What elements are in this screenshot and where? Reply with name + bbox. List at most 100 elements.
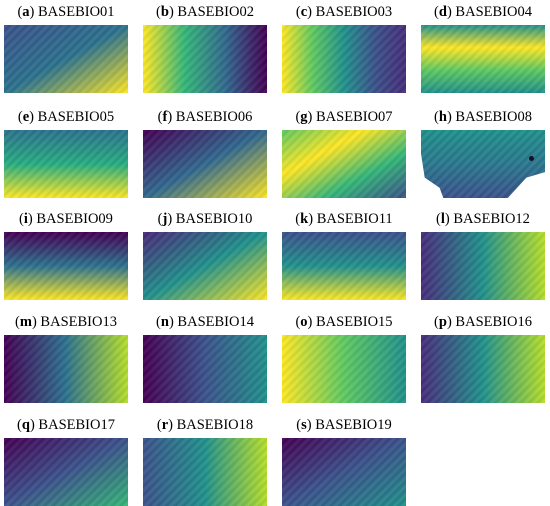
panel-caption: (i) BASEBIO09	[4, 210, 128, 228]
panel-variable-name: BASEBIO07	[316, 109, 393, 125]
panel-variable-name: BASEBIO04	[455, 4, 532, 20]
panel-letter-text: c	[300, 4, 308, 20]
panel-letter-text: e	[22, 109, 30, 125]
map-panel: (l) BASEBIO12	[421, 210, 545, 300]
panel-letter: (e)	[17, 109, 38, 125]
map-panel: (f) BASEBIO06	[143, 108, 267, 198]
raster-map-image	[4, 438, 128, 506]
panel-letter-text: k	[300, 211, 309, 227]
map-panel: (n) BASEBIO14	[143, 313, 267, 403]
raster-map-image	[282, 130, 406, 198]
panel-letter: (n)	[156, 314, 178, 330]
map-panel: (a) BASEBIO01	[4, 3, 128, 93]
panel-letter: (k)	[295, 211, 317, 227]
map-panel: (s) BASEBIO19	[282, 416, 406, 506]
panel-letter-text: q	[21, 417, 30, 433]
panel-caption: (l) BASEBIO12	[421, 210, 545, 228]
panel-caption: (j) BASEBIO10	[143, 210, 267, 228]
map-panel: (o) BASEBIO15	[282, 313, 406, 403]
panel-letter: (b)	[156, 4, 178, 20]
panel-caption: (c) BASEBIO03	[282, 3, 406, 21]
panel-variable-name: BASEBIO16	[455, 314, 532, 330]
panel-variable-name: BASEBIO15	[316, 314, 393, 330]
map-panel: (c) BASEBIO03	[282, 3, 406, 93]
raster-map-image	[4, 335, 128, 403]
raster-map-image	[4, 130, 128, 198]
map-panel: (q) BASEBIO17	[4, 416, 128, 506]
panel-letter: (q)	[17, 417, 39, 433]
panel-letter: (f)	[157, 109, 176, 125]
panel-caption: (b) BASEBIO02	[143, 3, 267, 21]
panel-caption: (h) BASEBIO08	[421, 108, 545, 126]
panel-letter-text: b	[160, 4, 169, 20]
panel-letter-text: m	[19, 314, 32, 330]
panel-letter-text: p	[438, 314, 447, 330]
panel-variable-name: BASEBIO03	[315, 4, 393, 20]
panel-variable-name: BASEBIO02	[177, 4, 254, 20]
map-panel: (j) BASEBIO10	[143, 210, 267, 300]
map-panel: (r) BASEBIO18	[143, 416, 267, 506]
panel-caption: (d) BASEBIO04	[421, 3, 545, 21]
raster-map-image	[282, 438, 406, 506]
panel-variable-name: BASEBIO14	[177, 314, 254, 330]
panel-caption: (o) BASEBIO15	[282, 313, 406, 331]
panel-letter: (s)	[296, 417, 316, 433]
raster-map-image	[4, 25, 128, 93]
map-panel: (e) BASEBIO05	[4, 108, 128, 198]
panel-letter: (i)	[19, 211, 37, 227]
panel-letter-text: j	[162, 211, 168, 227]
panel-caption: (p) BASEBIO16	[421, 313, 545, 331]
panel-letter: (o)	[295, 314, 316, 330]
panel-letter-text: i	[23, 211, 28, 227]
panel-caption: (g) BASEBIO07	[282, 108, 406, 126]
panel-letter-text: s	[301, 417, 307, 433]
panel-letter-text: h	[438, 109, 447, 125]
panel-letter: (p)	[434, 314, 456, 330]
panel-variable-name: BASEBIO18	[176, 417, 254, 433]
map-panel: (d) BASEBIO04	[421, 3, 545, 93]
raster-map-image	[4, 232, 128, 300]
raster-map-image	[421, 25, 545, 93]
panel-letter: (m)	[15, 314, 41, 330]
panel-caption: (s) BASEBIO19	[282, 416, 406, 434]
map-panel: (k) BASEBIO11	[282, 210, 406, 300]
raster-map-image	[143, 335, 267, 403]
panel-letter: (r)	[156, 417, 177, 433]
map-panel: (p) BASEBIO16	[421, 313, 545, 403]
panel-letter: (j)	[157, 211, 176, 227]
raster-map-image	[421, 232, 545, 300]
panel-letter-text: l	[440, 211, 445, 227]
panel-caption: (q) BASEBIO17	[4, 416, 128, 434]
map-panel: (b) BASEBIO02	[143, 3, 267, 93]
panel-letter-text: a	[22, 4, 30, 20]
map-point-marker	[529, 156, 534, 161]
panel-variable-name: BASEBIO11	[316, 211, 393, 227]
raster-map-image	[143, 130, 267, 198]
panel-variable-name: BASEBIO05	[37, 109, 115, 125]
panel-letter: (c)	[295, 4, 316, 20]
raster-map-image	[143, 25, 267, 93]
panel-variable-name: BASEBIO10	[175, 211, 253, 227]
panel-caption: (f) BASEBIO06	[143, 108, 267, 126]
panel-variable-name: BASEBIO01	[38, 4, 115, 20]
panel-letter: (l)	[436, 211, 454, 227]
raster-map-image	[421, 130, 545, 198]
panel-letter-text: o	[300, 314, 308, 330]
raster-map-image	[282, 232, 406, 300]
panel-variable-name: BASEBIO12	[453, 211, 530, 227]
raster-map-image	[143, 232, 267, 300]
panel-letter-text: f	[162, 109, 168, 125]
panel-variable-name: BASEBIO17	[38, 417, 115, 433]
panel-letter-text: g	[300, 109, 308, 125]
panel-caption: (e) BASEBIO05	[4, 108, 128, 126]
panel-caption: (m) BASEBIO13	[4, 313, 128, 331]
panel-letter-text: d	[438, 4, 447, 20]
map-panel: (m) BASEBIO13	[4, 313, 128, 403]
raster-map-image	[282, 25, 406, 93]
panel-letter-text: n	[160, 314, 169, 330]
panel-variable-name: BASEBIO19	[315, 417, 392, 433]
panel-caption: (n) BASEBIO14	[143, 313, 267, 331]
panel-caption: (a) BASEBIO01	[4, 3, 128, 21]
panel-letter-text: r	[161, 417, 169, 433]
